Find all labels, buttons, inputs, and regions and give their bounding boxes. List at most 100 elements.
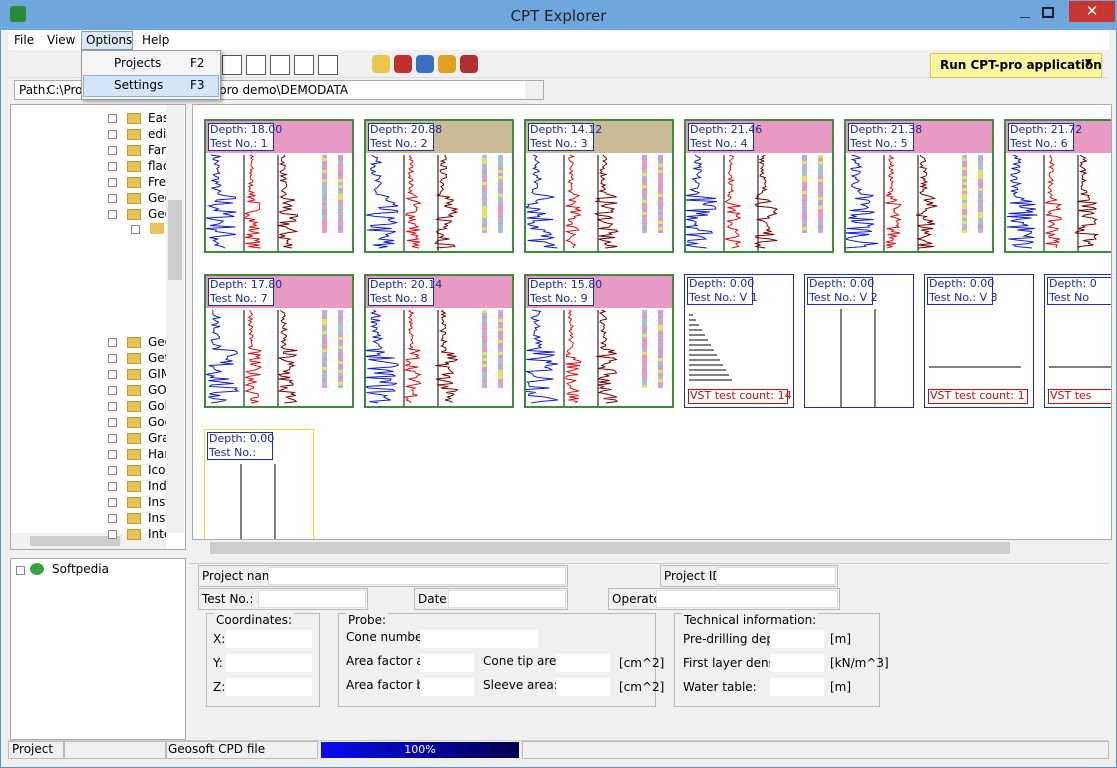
tree-expander[interactable] xyxy=(108,450,117,459)
tree-item[interactable]: edit xyxy=(148,127,166,141)
dropdown-item[interactable]: Settings xyxy=(114,78,164,92)
tree-expander[interactable] xyxy=(108,498,117,507)
tree-item[interactable]: GIM xyxy=(148,367,166,381)
field-input[interactable] xyxy=(716,567,836,585)
tool-button[interactable] xyxy=(372,55,390,73)
field-input[interactable] xyxy=(770,630,824,648)
tool-button[interactable] xyxy=(318,55,338,75)
tree-item[interactable]: Softpedia xyxy=(52,562,109,576)
tree-expander[interactable] xyxy=(108,210,117,219)
plot-line xyxy=(658,161,663,164)
card[interactable]: Depth: 21.38 Test No.: 5 xyxy=(844,119,994,253)
tree-item[interactable]: GO xyxy=(148,383,166,397)
tree-item[interactable]: Inst xyxy=(148,511,166,525)
tree-item[interactable]: Inst xyxy=(148,495,166,509)
tree-expander[interactable] xyxy=(108,402,117,411)
tree-item[interactable]: Icol xyxy=(148,463,166,477)
tree-item[interactable]: Geo xyxy=(148,207,166,221)
tool-button[interactable] xyxy=(416,55,434,73)
field-input[interactable] xyxy=(258,590,366,608)
card[interactable]: Depth: 21.46 Test No.: 4 xyxy=(684,119,834,253)
field-input[interactable] xyxy=(420,678,474,696)
folder-icon xyxy=(127,417,141,428)
plot-line xyxy=(658,385,663,388)
field-input[interactable] xyxy=(226,678,312,696)
tree-item[interactable]: Gra xyxy=(148,431,166,445)
tree-item[interactable]: Geo xyxy=(148,191,166,205)
tree-expander[interactable] xyxy=(108,466,117,475)
field-input[interactable] xyxy=(556,654,610,672)
tree-expander[interactable] xyxy=(108,386,117,395)
menu-item[interactable]: View xyxy=(47,33,76,47)
tree-expander[interactable] xyxy=(108,370,117,379)
tree-expander[interactable] xyxy=(108,146,117,155)
tree-item[interactable]: Inde xyxy=(148,479,166,493)
tree-expander[interactable] xyxy=(108,194,117,203)
tree-expander[interactable] xyxy=(108,114,117,123)
tree-expander[interactable] xyxy=(108,418,117,427)
menu-item[interactable]: Help xyxy=(142,33,170,47)
tool-button[interactable] xyxy=(438,55,456,73)
path-dropdown[interactable] xyxy=(525,81,543,99)
tree-expander[interactable] xyxy=(108,434,117,443)
field-input[interactable] xyxy=(268,567,566,585)
tool-button[interactable] xyxy=(222,55,242,75)
tree-expander[interactable] xyxy=(108,514,117,523)
field-input[interactable] xyxy=(448,590,566,608)
card[interactable]: Depth: 0.00 Test No.: xyxy=(204,429,314,539)
tree-item[interactable]: Goo xyxy=(148,415,166,429)
tree-item[interactable]: Eas xyxy=(148,111,166,125)
field-input[interactable] xyxy=(420,630,538,648)
minimize-btn[interactable] xyxy=(1019,10,1031,18)
field-input[interactable] xyxy=(770,678,824,696)
menu-item[interactable]: File xyxy=(14,33,35,47)
menu-item[interactable]: Options xyxy=(86,33,133,47)
tree-item[interactable]: Geo xyxy=(148,335,166,349)
tree-item[interactable]: Har xyxy=(148,447,166,461)
maximize-btn[interactable] xyxy=(1042,7,1054,18)
tree-expander[interactable] xyxy=(108,162,117,171)
field-input[interactable] xyxy=(656,590,838,608)
tool-button[interactable] xyxy=(246,55,266,75)
tree-item[interactable]: Fan xyxy=(148,143,166,157)
card[interactable]: Depth: 18.00 Test No.: 1 xyxy=(204,119,354,253)
dropdown-item[interactable]: Projects xyxy=(114,56,162,70)
card[interactable]: Depth: 0.00 Test No.: V 1 VST test count: … xyxy=(684,274,794,408)
tree-expander[interactable] xyxy=(108,354,117,363)
run-button[interactable] xyxy=(930,53,1102,78)
field-input[interactable] xyxy=(226,654,312,672)
tree-item[interactable]: Fre xyxy=(148,175,166,189)
tree-expander[interactable] xyxy=(108,130,117,139)
card[interactable]: Depth: 17.80 Test No.: 7 xyxy=(204,274,354,408)
card[interactable]: Depth: 0 Test No VST tes xyxy=(1044,274,1111,408)
dropdown-key[interactable]: F3 xyxy=(190,78,205,92)
card[interactable]: Depth: 20.88 Test No.: 2 xyxy=(364,119,514,253)
plot-line xyxy=(658,355,663,358)
tree-item[interactable]: Get xyxy=(148,351,166,365)
field-input[interactable] xyxy=(556,678,610,696)
card[interactable]: Depth: 20.14 Test No.: 8 xyxy=(364,274,514,408)
card[interactable]: Depth: 15.80 Test No.: 9 xyxy=(524,274,674,408)
tree-expander[interactable] xyxy=(108,338,117,347)
field-input[interactable] xyxy=(420,654,474,672)
tree-expander[interactable] xyxy=(108,530,117,539)
field-input[interactable] xyxy=(226,630,312,648)
card[interactable]: Depth: 14.12 Test No.: 3 xyxy=(524,119,674,253)
card[interactable]: Depth: 0.00 Test No.: V 2 xyxy=(804,274,914,408)
tree-item[interactable]: flac xyxy=(148,159,166,173)
close-btn[interactable]: ✕ xyxy=(1069,1,1115,22)
card[interactable]: Depth: 0.00 Test No.: V 3 VST test count: … xyxy=(924,274,1034,408)
dropdown-key[interactable]: F2 xyxy=(190,56,205,70)
tree-expander[interactable] xyxy=(16,566,25,575)
tool-button[interactable] xyxy=(394,55,412,73)
tree-expander[interactable] xyxy=(108,178,117,187)
run-button-label[interactable]: Run CPT-pro application xyxy=(940,58,1102,72)
card[interactable]: Depth: 21.72 Test No.: 6 xyxy=(1004,119,1111,253)
tree-expander[interactable] xyxy=(108,482,117,491)
field-input[interactable] xyxy=(770,654,824,672)
tree-item[interactable]: Gol xyxy=(148,399,166,413)
tool-button[interactable] xyxy=(460,55,478,73)
tree-item[interactable]: Inte xyxy=(148,527,166,541)
tool-button[interactable] xyxy=(270,55,290,75)
tool-button[interactable] xyxy=(294,55,314,75)
